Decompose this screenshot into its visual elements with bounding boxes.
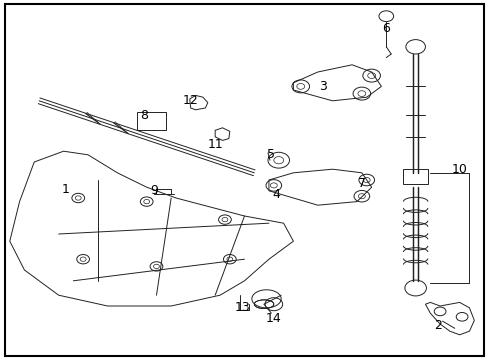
Text: 7: 7	[357, 177, 365, 190]
Text: 8: 8	[140, 109, 148, 122]
Text: 12: 12	[183, 94, 198, 107]
Text: 3: 3	[318, 80, 326, 93]
Text: 11: 11	[207, 138, 223, 150]
Text: 10: 10	[451, 163, 467, 176]
Bar	[137, 112, 166, 130]
Text: 14: 14	[265, 312, 281, 325]
Text: 13: 13	[234, 301, 249, 314]
Text: 9: 9	[150, 184, 158, 197]
Text: 5: 5	[267, 148, 275, 161]
Text: 1: 1	[62, 183, 70, 195]
Text: 4: 4	[272, 188, 280, 201]
Text: 2: 2	[433, 319, 441, 332]
Bar	[403, 169, 427, 184]
Text: 6: 6	[382, 22, 389, 35]
